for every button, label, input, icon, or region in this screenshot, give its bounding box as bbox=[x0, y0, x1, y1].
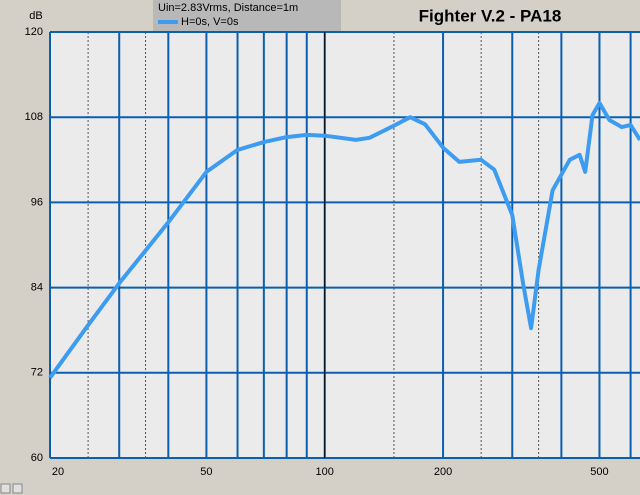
x-tick-label: 200 bbox=[434, 466, 452, 478]
x-tick-label: 50 bbox=[200, 466, 212, 478]
x-tick-label: 100 bbox=[316, 466, 334, 478]
y-tick-label: 96 bbox=[31, 196, 43, 208]
x-tick-label: 20 bbox=[52, 466, 64, 478]
y-axis-label: dB bbox=[29, 10, 42, 22]
legend-label: H=0s, V=0s bbox=[181, 16, 239, 28]
legend-box bbox=[153, 0, 341, 31]
close-icon[interactable] bbox=[12, 483, 23, 494]
y-tick-label: 108 bbox=[25, 111, 43, 123]
chart-title: Fighter V.2 - PA18 bbox=[419, 6, 562, 25]
y-tick-label: 60 bbox=[31, 452, 43, 464]
plot-area bbox=[50, 32, 640, 458]
subtitle: Uin=2.83Vrms, Distance=1m bbox=[158, 2, 298, 14]
y-tick-label: 120 bbox=[25, 26, 43, 38]
y-tick-label: 84 bbox=[31, 282, 43, 294]
y-tick-label: 72 bbox=[31, 367, 43, 379]
zoom-icon[interactable] bbox=[0, 483, 11, 494]
x-tick-label: 500 bbox=[590, 466, 608, 478]
series-line bbox=[48, 101, 640, 379]
